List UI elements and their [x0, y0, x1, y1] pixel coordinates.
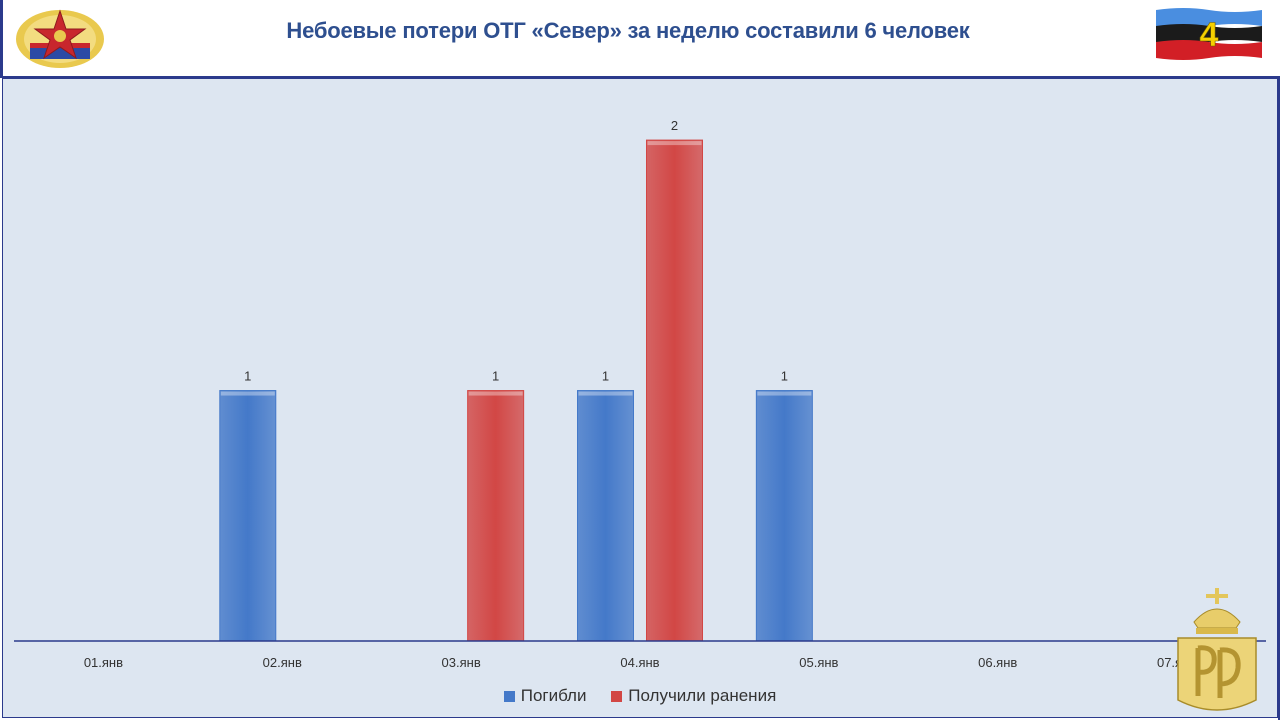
header-accent-bar [0, 0, 3, 76]
bar-highlight [757, 391, 812, 396]
x-tick-label: 02.янв [263, 655, 302, 670]
bar-highlight [578, 391, 633, 396]
x-tick-label: 05.янв [799, 655, 838, 670]
bar-killed-02.янв [219, 390, 277, 642]
bar-highlight [647, 141, 702, 146]
slide-number: 4 [1200, 16, 1219, 54]
bar-wounded-04.янв [646, 139, 703, 642]
legend-label-killed: Погибли [520, 686, 587, 705]
data-label: 1 [492, 369, 499, 384]
x-tick-label: 06.янв [978, 655, 1017, 670]
coat-of-arms-icon [16, 9, 104, 68]
chart-legend: Погибли Получили ранения [0, 686, 1280, 707]
chart-area [2, 78, 1278, 718]
page-title: Небоевые потери ОТГ «Север» за неделю со… [286, 18, 970, 43]
bar-highlight [220, 391, 275, 396]
data-label: 2 [671, 118, 678, 133]
x-tick-label: 01.янв [84, 655, 123, 670]
x-tick-label: 03.янв [442, 655, 481, 670]
flag-icon: 4 [1156, 8, 1262, 60]
legend-label-wounded: Получили ранения [628, 686, 777, 705]
slide-header: Небоевые потери ОТГ «Север» за неделю со… [0, 0, 1280, 78]
x-tick-label: 04.янв [620, 655, 659, 670]
bar-killed-04.янв [577, 390, 634, 642]
data-label: 1 [244, 369, 251, 384]
data-label: 1 [602, 369, 609, 384]
legend-item-wounded: Получили ранения [611, 686, 776, 706]
bar-wounded-03.янв [467, 390, 525, 642]
crown-monogram-watermark-icon [1177, 588, 1257, 711]
frame-edge [1278, 76, 1280, 720]
legend-swatch-killed [503, 690, 515, 702]
bar-killed-05.янв [755, 390, 813, 642]
bar-highlight [468, 391, 523, 396]
data-label: 1 [781, 369, 788, 384]
legend-swatch-wounded [611, 690, 623, 702]
legend-item-killed: Погибли [503, 686, 587, 706]
